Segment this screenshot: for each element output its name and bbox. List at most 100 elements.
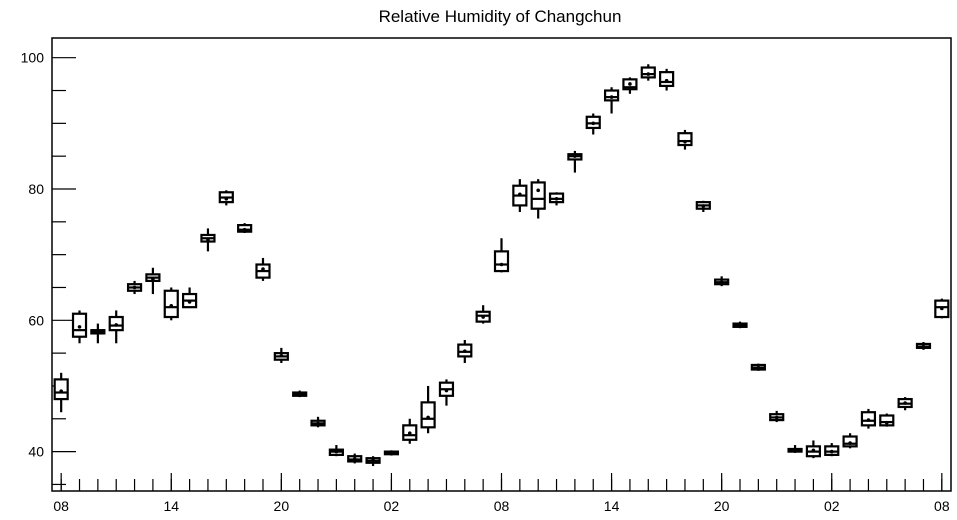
mean-marker [334,449,339,454]
mean-marker [463,349,467,353]
mean-marker [628,82,632,86]
box-plot-item [347,453,363,464]
mean-marker [829,449,834,454]
mean-marker [903,401,907,405]
box-plot-item [732,321,748,329]
mean-marker [811,448,816,453]
y-tick-label: 100 [21,50,45,66]
box-plot-item [108,310,124,344]
box-plot-item [145,267,161,295]
box-plot-item [603,87,620,114]
mean-marker [756,365,761,370]
chart-title: Relative Humidity of Changchun [379,7,622,26]
box-plot-item [842,433,858,449]
mean-marker [940,306,944,311]
box-plot-item [530,179,546,219]
box-plot-item [53,372,69,413]
box-plot-item [457,340,473,363]
box-plot-item [695,200,711,212]
box-plot-item [879,413,895,427]
box-plot-item [90,323,106,344]
mean-marker [481,315,485,319]
y-axis: 40 60 80 100 [21,50,76,486]
x-tick-label: 08 [494,498,510,514]
box-plot-item [622,77,638,94]
x-tick-label: 14 [604,498,620,514]
box-plot-item [805,440,821,459]
box-plot-item [383,450,400,456]
mean-marker [646,72,651,76]
box-plot-item [769,410,785,423]
iqr-box [677,132,693,147]
box-plot-item [310,416,326,428]
mean-marker [371,458,375,462]
mean-marker [206,237,210,242]
box-plot-item [237,223,253,233]
x-tick-label: 14 [163,498,179,514]
box-plot-item [163,287,179,321]
mean-marker [701,204,706,208]
mean-marker [683,139,687,144]
box-plot-item [182,287,198,309]
mean-marker [554,197,559,201]
mean-marker [591,121,596,126]
box-plot-item [640,64,656,81]
y-tick-label: 60 [28,312,44,328]
mean-marker [738,323,742,328]
y-tick-label: 80 [28,181,44,197]
mean-marker [279,353,284,358]
box-plot-item [714,276,730,287]
box-plot-item [824,443,840,457]
y-tick-label: 40 [28,444,44,460]
box-plot-item [328,445,344,457]
box-plot-item [897,397,913,411]
mean-marker [921,344,926,349]
mean-marker [59,389,63,394]
mean-marker [169,304,174,308]
mean-marker [848,441,852,445]
mean-marker [774,415,779,420]
mean-marker [151,277,155,281]
mean-marker [609,95,614,99]
mean-marker [866,418,871,422]
mean-marker [884,420,889,425]
x-tick-label: 08 [934,498,950,514]
mean-marker [389,451,394,455]
iqr-box [163,289,179,319]
box-plot-item [438,379,455,406]
mean-marker [114,323,119,327]
box-plot-item [420,385,436,434]
mean-marker [536,188,540,193]
box-plot-item [787,445,803,453]
iqr-box [53,378,69,401]
mean-marker [573,154,577,158]
mean-marker [187,300,192,304]
mean-marker [132,285,137,290]
box-plot-item [402,418,418,444]
iqr-box [420,401,436,429]
x-tick-label: 20 [714,498,730,514]
mean-marker [96,330,100,335]
box-plot-item [493,238,510,273]
mean-marker [297,392,302,397]
iqr-box [493,250,510,273]
mean-marker [664,78,669,83]
box-plot-item [659,68,675,91]
iqr-box [879,414,895,427]
box-plot-item [475,305,491,324]
x-tick-label: 02 [824,498,840,514]
box-plot-item [677,129,693,150]
box-plot-item [255,257,271,281]
mean-marker [261,267,265,271]
x-axis: 08 14 20 02 08 14 20 02 08 [53,473,950,514]
box-series [53,64,950,467]
box-plot-item [585,113,601,135]
mean-marker [242,227,247,232]
box-plot-item [71,310,88,344]
mean-marker [719,280,724,285]
box-plot-item [915,341,932,350]
box-plot-item [200,228,216,252]
iqr-box [530,181,546,210]
